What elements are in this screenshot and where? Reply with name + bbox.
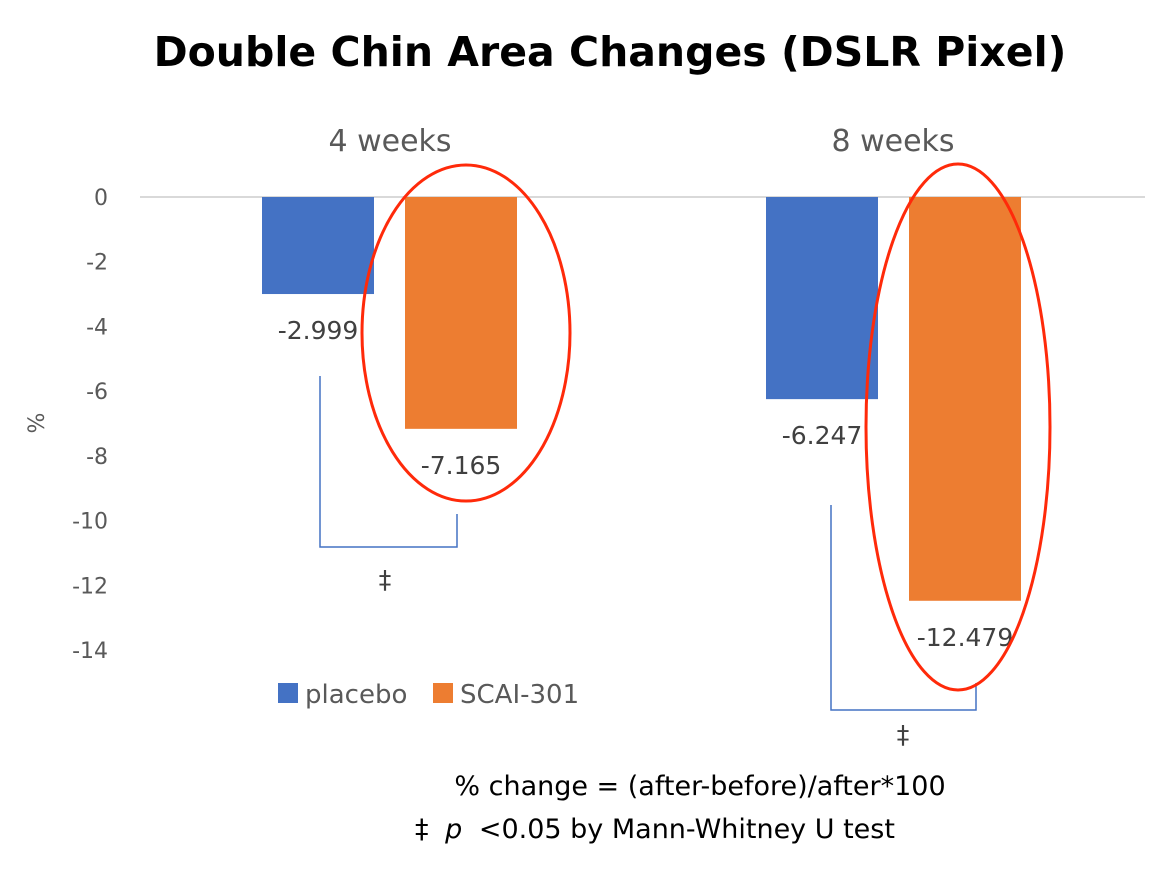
formula-note: % change = (after-before)/after*100 — [454, 771, 945, 802]
bar-scai-301-1 — [405, 197, 517, 429]
category-label: 8 weeks — [831, 124, 954, 159]
significance-footnote: ‡ p <0.05 by Mann-Whitney U test — [415, 814, 895, 845]
y-tick-label: -2 — [86, 251, 108, 276]
chart-title: Double Chin Area Changes (DSLR Pixel) — [154, 28, 1067, 76]
y-axis-label: % — [25, 413, 50, 434]
data-label: -2.999 — [278, 316, 359, 345]
y-tick-label: -4 — [86, 315, 108, 340]
y-tick-label: -12 — [72, 574, 108, 599]
y-tick-label: -8 — [86, 445, 108, 470]
legend-swatch-placebo — [278, 683, 298, 703]
bar-scai-301-2 — [909, 197, 1021, 601]
data-label: -7.165 — [421, 451, 502, 480]
y-tick-label: -6 — [86, 380, 108, 405]
legend: placebo SCAI-301 — [278, 680, 579, 710]
y-tick-label: 0 — [94, 186, 108, 211]
footnote-text: <0.05 by Mann-Whitney U test — [479, 814, 895, 845]
category-label: 4 weeks — [328, 124, 451, 159]
highlight-ellipse — [360, 163, 572, 503]
bar-placebo-2 — [766, 197, 878, 400]
significance-bracket — [319, 376, 458, 548]
footnote-marker: ‡ — [415, 814, 429, 845]
bar-placebo-1 — [262, 197, 374, 295]
y-tick-label: -14 — [72, 639, 108, 664]
significance-marker: ‡ — [897, 720, 910, 749]
data-label: -6.247 — [782, 421, 863, 450]
significance-marker: ‡ — [379, 565, 392, 594]
y-tick-label: -10 — [72, 510, 108, 535]
legend-label: SCAI-301 — [460, 680, 579, 710]
legend-label: placebo — [305, 680, 407, 710]
data-label: -12.479 — [917, 623, 1014, 652]
footnote-p: p — [444, 814, 462, 845]
legend-swatch-scai-301 — [433, 683, 453, 703]
significance-bracket — [830, 505, 977, 711]
highlight-ellipse — [864, 162, 1052, 692]
